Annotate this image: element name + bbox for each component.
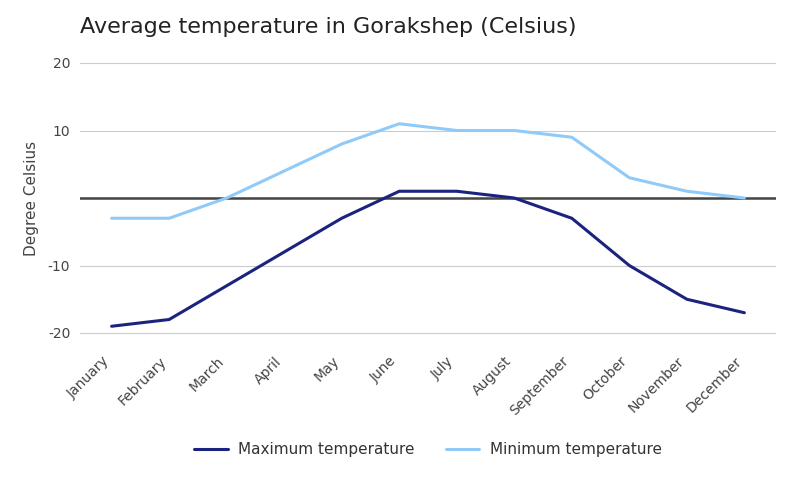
Maximum temperature [452, 188, 462, 194]
Maximum temperature [625, 262, 634, 268]
Minimum temperature [164, 215, 174, 221]
Minimum temperature [107, 215, 117, 221]
Line: Maximum temperature: Maximum temperature [112, 191, 744, 326]
Minimum temperature [337, 141, 346, 147]
Maximum temperature [164, 316, 174, 322]
Minimum temperature [739, 195, 749, 201]
Legend: Maximum temperature, Minimum temperature: Maximum temperature, Minimum temperature [188, 437, 668, 464]
Maximum temperature [682, 297, 692, 302]
Maximum temperature [107, 323, 117, 329]
Minimum temperature [625, 175, 634, 181]
Minimum temperature [510, 128, 519, 134]
Minimum temperature [279, 168, 289, 174]
Minimum temperature [452, 128, 462, 134]
Maximum temperature [222, 283, 231, 289]
Minimum temperature [394, 121, 404, 127]
Line: Minimum temperature: Minimum temperature [112, 124, 744, 218]
Maximum temperature [510, 195, 519, 201]
Maximum temperature [394, 188, 404, 194]
Text: Average temperature in Gorakshep (Celsius): Average temperature in Gorakshep (Celsiu… [80, 17, 577, 37]
Y-axis label: Degree Celsius: Degree Celsius [25, 141, 39, 255]
Minimum temperature [682, 188, 692, 194]
Minimum temperature [567, 134, 577, 140]
Maximum temperature [279, 249, 289, 255]
Maximum temperature [739, 310, 749, 316]
Maximum temperature [567, 215, 577, 221]
Minimum temperature [222, 195, 231, 201]
Maximum temperature [337, 215, 346, 221]
